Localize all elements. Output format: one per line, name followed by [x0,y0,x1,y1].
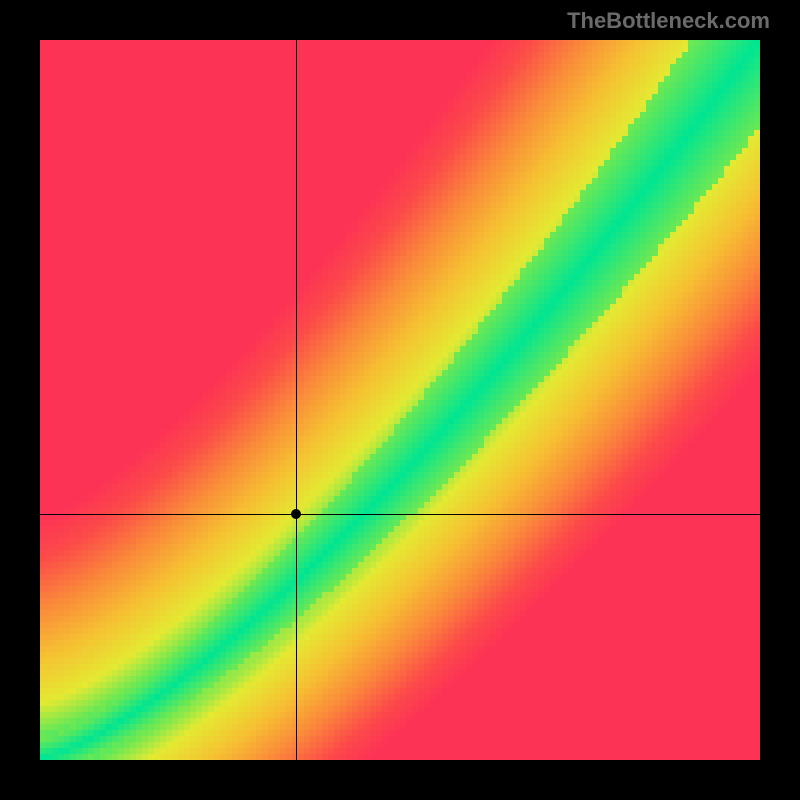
bottleneck-heatmap [40,40,760,760]
watermark-text: TheBottleneck.com [567,8,770,34]
crosshair-marker [291,509,301,519]
crosshair-vertical [296,40,297,760]
crosshair-horizontal [40,514,760,515]
heatmap-canvas [40,40,760,760]
